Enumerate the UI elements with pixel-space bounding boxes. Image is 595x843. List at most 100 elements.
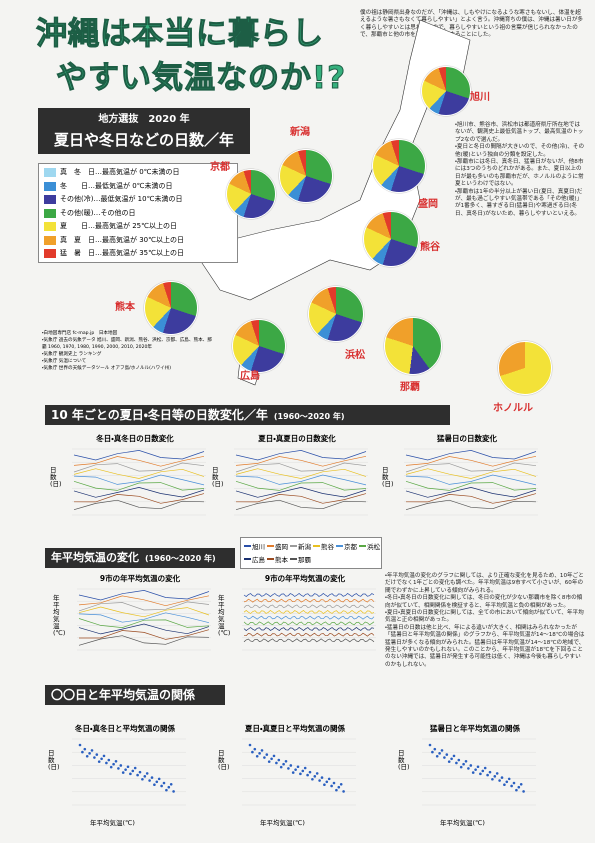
series-line: [73, 450, 205, 461]
series-line: [78, 590, 210, 601]
city-label: 新潟: [290, 127, 310, 138]
series-line: [235, 487, 367, 498]
point: [522, 790, 525, 793]
point: [313, 775, 317, 778]
point: [260, 749, 264, 752]
point: [337, 785, 341, 789]
point: [339, 783, 343, 786]
point: [450, 757, 453, 761]
point: [129, 772, 132, 776]
legend-label: 那覇: [298, 556, 311, 564]
legend-line: [244, 545, 251, 547]
point: [481, 769, 485, 773]
series-line: [235, 499, 367, 511]
point: [332, 781, 336, 785]
section-header: 〇〇日と年平均気温の関係: [45, 685, 225, 705]
legend-line: [290, 545, 297, 547]
point: [469, 764, 473, 767]
point: [133, 766, 137, 770]
point: [296, 765, 300, 769]
axis-label: 年平均気温(℃): [260, 819, 305, 827]
point: [148, 779, 151, 782]
point: [467, 767, 470, 770]
notes: ・年平均気温の変化のグラフに関しては、より正確な変化を見るため、10年ごとだけで…: [385, 573, 585, 669]
point: [155, 780, 159, 784]
city-label: 盛岡: [418, 199, 438, 210]
legend-line: [359, 545, 366, 547]
point: [291, 771, 295, 774]
point: [141, 777, 144, 781]
point: [284, 760, 288, 763]
pie-chart: [279, 149, 333, 203]
point: [277, 758, 281, 762]
legend-swatch: [44, 208, 56, 218]
point: [119, 764, 123, 767]
point: [263, 756, 266, 759]
source: ・気象庁 気温について: [42, 359, 87, 364]
point: [145, 772, 149, 775]
point: [320, 776, 324, 779]
series-line: [235, 468, 367, 479]
point: [136, 773, 139, 777]
legend-swatch: [44, 181, 56, 191]
point: [265, 753, 269, 756]
point: [483, 766, 487, 770]
legend-line: [336, 545, 343, 547]
note: ・那覇市には冬日、真冬日、猛暑日がないが、他8市には3つのうちのどれかがある。ま…: [455, 159, 584, 188]
section-title: 地方選抜 2020 年: [98, 114, 190, 125]
legend-line: [290, 558, 297, 560]
point: [517, 785, 521, 789]
note: ・年平均気温の変化のグラフに関しては、より正確な変化を見るため、10年ごとだけで…: [385, 573, 584, 594]
point: [447, 760, 451, 763]
chart-title: 冬日・真冬日の日数変化: [96, 434, 174, 443]
section-range: (1960～2020 年): [145, 554, 216, 563]
point: [160, 784, 163, 788]
series-line: [78, 601, 210, 612]
point: [491, 777, 494, 781]
point: [476, 765, 480, 769]
point: [433, 747, 437, 751]
legend-label: 真 夏 日…最高気温が 30℃以上の日: [60, 235, 184, 244]
chart-title: 猛暑日と年平均気温の関係: [430, 724, 520, 733]
point: [100, 757, 103, 761]
series-line: [235, 462, 367, 473]
axis-label: 年平均気温(℃): [218, 594, 231, 637]
point: [495, 772, 499, 775]
point: [112, 762, 115, 766]
point: [88, 752, 91, 755]
point: [165, 788, 168, 792]
chart-frame: [72, 448, 206, 516]
legend: [38, 163, 238, 263]
point: [323, 783, 326, 786]
point: [255, 754, 259, 758]
point: [311, 777, 314, 781]
point: [301, 769, 305, 773]
point: [105, 761, 108, 765]
notes: ・旭川市、熊谷市、浜松市は都道府県庁所在地ではないが、観測史上最低気温トップ、最…: [455, 122, 585, 218]
series-line: [73, 487, 205, 498]
legend-label: 冬 日…最低気温が 0℃未満の日: [60, 181, 173, 190]
point: [507, 777, 511, 781]
point: [169, 783, 173, 786]
section-title: 〇〇日と年平均気温の関係: [51, 688, 196, 702]
point: [306, 773, 309, 777]
point: [102, 754, 106, 758]
point: [503, 783, 506, 786]
series-line: [405, 474, 537, 486]
sources: ・白地図専門店 fc-map.jp 日本地図 ・気象庁 過去の気象データ 旭川、盛…: [42, 330, 212, 372]
pie-chart: [498, 341, 552, 395]
section-header: 10 年ごとの夏日・冬日等の日数変化／年 (1960～2020 年): [45, 405, 450, 425]
legend-label: 猛 暑 日…最高気温が 35℃以上の日: [60, 249, 184, 257]
series-line: [243, 598, 375, 603]
point: [121, 771, 125, 774]
point: [143, 775, 147, 778]
section-subtitle: 夏日や冬日などの日数／年: [53, 131, 234, 149]
point: [150, 776, 154, 779]
point: [515, 788, 518, 792]
chart-frame: [77, 588, 211, 651]
section-range: (1960～2020 年): [273, 412, 345, 421]
axis-label: 年平均気温(℃): [90, 819, 135, 827]
series-line: [78, 618, 210, 628]
point: [90, 749, 94, 752]
series-line: [405, 487, 537, 498]
